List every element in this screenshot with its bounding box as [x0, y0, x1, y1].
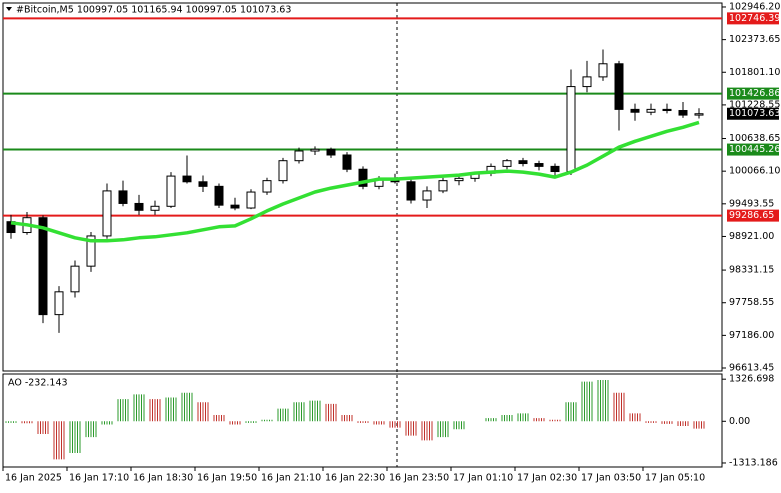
level-label: 101426.86 [729, 88, 780, 99]
candle-body [326, 148, 336, 156]
y-tick-label: 100066.10 [729, 166, 780, 177]
candle-body [662, 108, 672, 112]
candle-body [230, 204, 240, 209]
x-tick-label: 16 Jan 17:10 [69, 473, 129, 484]
y-tick-label: 99493.55 [729, 198, 774, 209]
indicator-label: AO -232.143 [8, 378, 68, 389]
y-tick-label: 102373.65 [729, 34, 780, 45]
indicator-panel [2, 373, 723, 468]
candle-body [198, 181, 208, 187]
candle-body [550, 165, 560, 173]
y-tick-label: 97186.00 [729, 330, 774, 341]
x-tick-label: 16 Jan 22:30 [325, 473, 385, 484]
candle-body [342, 154, 352, 170]
x-tick-label: 16 Jan 23:50 [389, 473, 449, 484]
moving-average [10, 120, 700, 243]
level-label-box [727, 87, 779, 100]
y-tick-label: 98331.15 [729, 265, 774, 276]
level-label-box [727, 143, 779, 156]
candle-body [582, 76, 592, 88]
candle-body [358, 168, 368, 187]
candle-body [86, 235, 96, 267]
candle-body [246, 191, 256, 209]
y-tick-label: 1326.698 [729, 374, 774, 385]
current-price: 101073.63 [729, 108, 780, 119]
candle-body [262, 180, 272, 193]
x-tick-label: 17 Jan 05:10 [645, 473, 705, 484]
candle-body [150, 205, 160, 211]
level-label: 99286.65 [729, 210, 774, 221]
y-tick-label: 101801.10 [729, 67, 780, 78]
candle-body [598, 63, 608, 78]
candle-body [54, 291, 64, 316]
candle-body [166, 175, 176, 207]
chart-title: #Bitcoin,M5 100997.05 101165.94 100997.0… [16, 5, 291, 16]
y-tick-label: 102946.20 [729, 1, 780, 12]
candle-body [102, 190, 112, 237]
candle-body [310, 148, 320, 152]
candle-body [134, 202, 144, 211]
candle-body [438, 180, 448, 192]
y-tick-label: -1313.186 [729, 457, 778, 468]
candle-body [566, 86, 576, 173]
candle-body [678, 110, 688, 116]
y-tick-label: 101228.55 [729, 99, 780, 110]
candle-body [630, 108, 640, 113]
candle-body [118, 190, 128, 204]
candle-body [518, 160, 528, 165]
y-tick-label: 0.00 [729, 416, 750, 427]
x-tick-label: 16 Jan 21:10 [261, 473, 321, 484]
x-tick-label: 17 Jan 02:30 [517, 473, 577, 484]
candle-body [534, 163, 544, 167]
x-tick-label: 16 Jan 19:50 [197, 473, 257, 484]
candle-body [422, 190, 432, 201]
level-label-box [727, 209, 779, 222]
y-tick-label: 96613.45 [729, 363, 774, 374]
price-label-box [727, 107, 779, 120]
panel-arrow [6, 7, 12, 11]
level-label: 102746.39 [729, 13, 780, 24]
candle-body [694, 113, 704, 116]
candle-body [294, 150, 304, 162]
candle-body [454, 177, 464, 182]
x-tick-label: 16 Jan 18:30 [133, 473, 193, 484]
x-tick-label: 17 Jan 03:50 [581, 473, 641, 484]
candle-body [646, 108, 656, 113]
y-tick-label: 97758.55 [729, 297, 774, 308]
x-tick-label: 16 Jan 2025 [5, 473, 62, 484]
price-panel [2, 2, 723, 372]
candle-body [406, 181, 416, 201]
y-tick-label: 100638.65 [729, 133, 780, 144]
level-label: 100445.26 [729, 144, 780, 155]
candle-body [38, 217, 48, 316]
candle-body [6, 221, 16, 234]
x-tick-label: 17 Jan 01:10 [453, 473, 513, 484]
y-tick-label: 98921.00 [729, 231, 774, 242]
candle-body [278, 160, 288, 182]
candle-body [502, 160, 512, 167]
candle-body [614, 63, 624, 110]
candle-body [70, 265, 80, 293]
candle-body [182, 175, 192, 183]
candle-body [214, 185, 224, 206]
level-label-box [727, 12, 779, 25]
